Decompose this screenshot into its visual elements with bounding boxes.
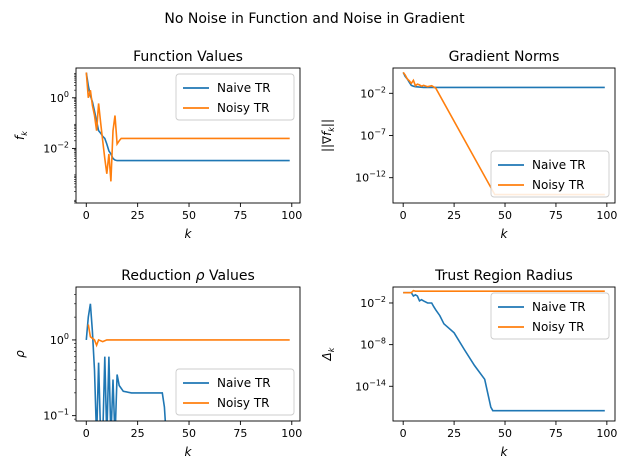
x-tick-label: 50 xyxy=(182,427,196,440)
legend-label: Naive TR xyxy=(217,376,271,390)
chart-gradient-norms: Gradient Norms 0 25 50 75 100 10−2 10−7 10−12 k ||… xyxy=(320,49,617,241)
x-tick-label: 0 xyxy=(83,427,90,440)
x-tick-label: 100 xyxy=(596,209,617,222)
y-tick-label: 10−14 xyxy=(355,378,386,393)
series-line-noisy-tr xyxy=(87,324,290,348)
x-axis-label: k xyxy=(185,445,193,459)
y-tick-label: 10−2 xyxy=(43,140,69,155)
x-tick-label: 50 xyxy=(182,209,196,222)
x-tick-label: 0 xyxy=(400,209,407,222)
legend: Naive TR Noisy TR xyxy=(490,150,610,198)
y-axis-label: fk xyxy=(13,131,29,140)
y-tick-label: 100 xyxy=(50,90,69,105)
figure-title: No Noise in Function and Noise in Gradie… xyxy=(164,11,465,27)
x-tick-label: 75 xyxy=(233,427,247,440)
chart-trust-region-radius: Trust Region Radius 0 25 50 75 100 10−2 10−8 10−… xyxy=(320,268,617,459)
legend-label: Noisy TR xyxy=(217,101,270,115)
x-axis-label: k xyxy=(501,445,509,459)
legend-label: Noisy TR xyxy=(532,320,585,334)
x-tick-label: 25 xyxy=(131,209,145,222)
legend: Naive TR Noisy TR xyxy=(175,368,295,416)
x-tick-label: 75 xyxy=(549,427,563,440)
series-line-noisy-tr xyxy=(403,289,605,294)
x-tick-label: 25 xyxy=(447,209,461,222)
axes-frame xyxy=(75,67,301,204)
y-tick-label: 10−7 xyxy=(360,128,386,143)
legend-label: Noisy TR xyxy=(532,178,585,192)
legend: Naive TR Noisy TR xyxy=(175,73,295,121)
legend: Naive TR Noisy TR xyxy=(490,292,610,340)
axes-frame xyxy=(75,286,301,422)
x-tick-label: 50 xyxy=(498,427,512,440)
chart-title: Reduction ρ Values xyxy=(121,268,255,284)
x-tick-label: 100 xyxy=(281,209,302,222)
x-axis-label: k xyxy=(501,227,509,241)
y-tick-label: 100 xyxy=(50,332,69,347)
legend-label: Naive TR xyxy=(532,158,586,172)
x-tick-label: 0 xyxy=(400,427,407,440)
series-line-naive-tr xyxy=(85,303,167,421)
y-tick-label: 10−1 xyxy=(43,408,69,423)
legend-label: Naive TR xyxy=(532,300,586,314)
y-axis-label: ||∇fk|| xyxy=(320,119,336,152)
x-tick-label: 75 xyxy=(549,209,563,222)
chart-title: Gradient Norms xyxy=(449,49,560,65)
series-line-noisy-tr xyxy=(85,72,290,182)
chart-title: Function Values xyxy=(133,49,243,65)
series-line-noisy-tr xyxy=(402,71,605,196)
x-tick-label: 50 xyxy=(498,209,512,222)
legend-label: Naive TR xyxy=(217,81,271,95)
series-line-naive-tr xyxy=(403,291,605,412)
x-tick-label: 25 xyxy=(131,427,145,440)
y-tick-label: 10−2 xyxy=(360,85,386,100)
x-tick-label: 75 xyxy=(233,209,247,222)
series-line-naive-tr xyxy=(402,72,605,89)
legend-label: Noisy TR xyxy=(217,396,270,410)
x-tick-label: 100 xyxy=(281,427,302,440)
x-tick-label: 0 xyxy=(83,209,90,222)
chart-reduction-rho: Reduction ρ Values 0 25 50 75 100 100 10−1 k ρ Nai… xyxy=(13,268,302,459)
chart-function-values: Function Values 0 25 50 75 100 100 10−2 k fk Naive… xyxy=(13,49,302,241)
x-axis-label: k xyxy=(185,227,193,241)
y-tick-label: 10−8 xyxy=(360,337,386,352)
x-tick-label: 100 xyxy=(596,427,617,440)
y-tick-label: 10−2 xyxy=(360,295,386,310)
y-axis-label: ρ xyxy=(13,350,27,358)
y-axis-label: Δk xyxy=(320,347,336,361)
y-tick-label: 10−12 xyxy=(355,170,386,185)
chart-title: Trust Region Radius xyxy=(434,268,573,284)
x-tick-label: 25 xyxy=(447,427,461,440)
axes-frame xyxy=(392,286,616,422)
